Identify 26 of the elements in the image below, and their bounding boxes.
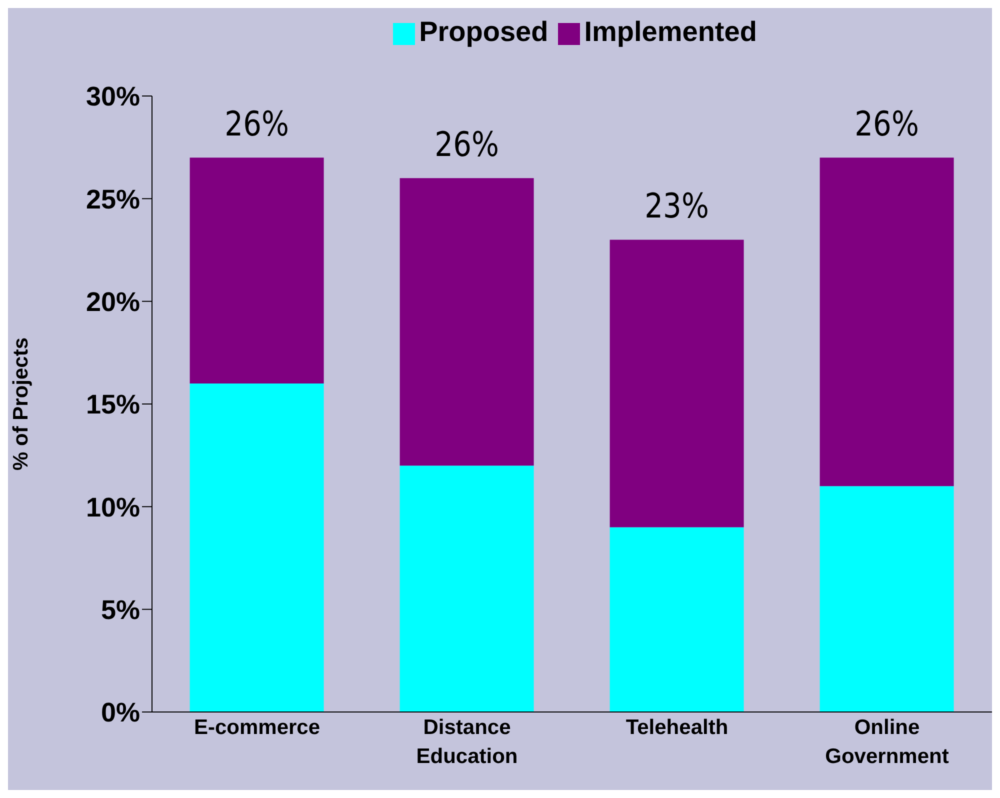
y-tick-label: 5% xyxy=(100,594,140,625)
y-tick-label: 25% xyxy=(86,184,140,214)
bar xyxy=(820,158,954,486)
bar xyxy=(820,486,954,712)
total-label: 26% xyxy=(854,105,919,144)
bar xyxy=(190,383,324,712)
y-tick-label: 10% xyxy=(86,492,140,522)
x-tick-label: Telehealth xyxy=(626,716,728,739)
total-label: 23% xyxy=(644,188,709,226)
legend-label: Implemented xyxy=(584,16,757,47)
bar xyxy=(190,158,324,384)
y-tick-label: 15% xyxy=(86,390,140,420)
y-axis-title: % of Projects xyxy=(9,337,32,471)
total-label: 26% xyxy=(434,126,499,165)
total-label: 26% xyxy=(224,105,289,144)
x-tick-label: E-commerce xyxy=(194,716,320,739)
y-tick-label: 0% xyxy=(100,698,140,728)
y-tick-label: 30% xyxy=(86,82,140,112)
bar xyxy=(400,466,534,712)
x-tick-label: Online Government xyxy=(825,716,949,768)
legend-label: Proposed xyxy=(419,16,548,47)
bar xyxy=(400,178,534,466)
bar xyxy=(610,240,744,528)
y-tick-label: 20% xyxy=(86,286,140,317)
x-tick-label: Distance Education xyxy=(416,716,518,768)
bar xyxy=(610,527,744,712)
